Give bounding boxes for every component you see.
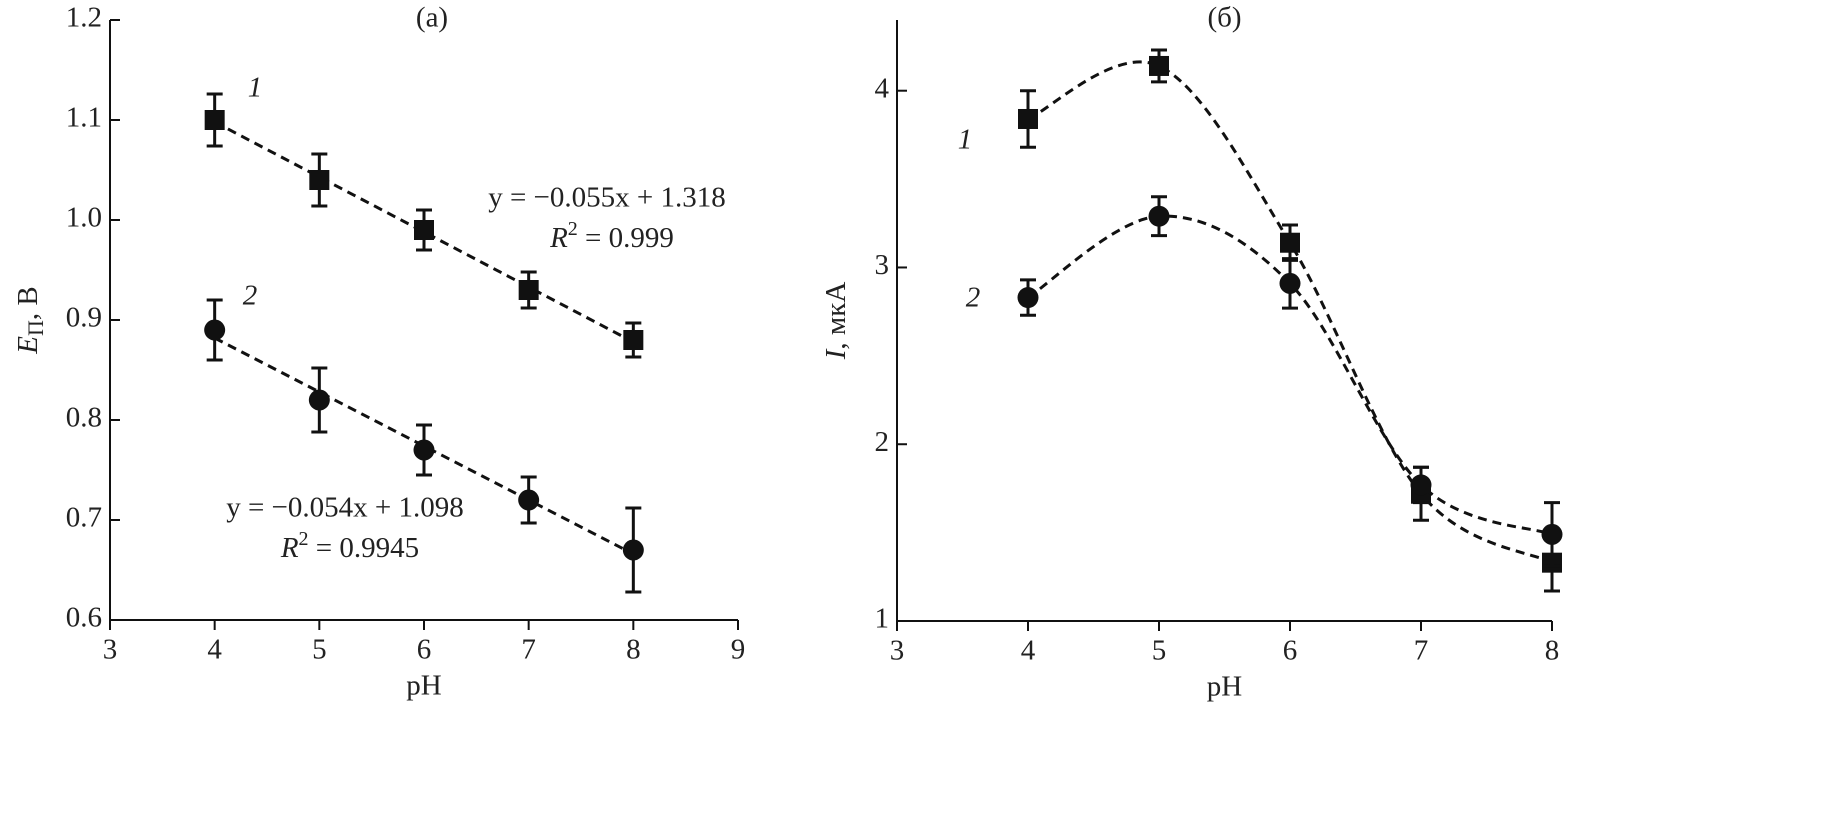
chart-title: (б) (1207, 2, 1241, 34)
x-tick-label: 8 (626, 634, 641, 666)
marker (622, 539, 644, 561)
r2-symbol: R (280, 532, 299, 564)
y-tick-label: 0.7 (66, 502, 102, 534)
y-tick-label: 2 (875, 426, 890, 458)
marker (309, 170, 330, 190)
x-tick-label: 6 (417, 634, 432, 666)
curve (1027, 60, 1553, 565)
y-axis-label: EП, В (12, 286, 48, 354)
x-tick-label: 5 (312, 634, 327, 666)
y-label-subscript: П (23, 320, 48, 336)
r2-exponent: 2 (568, 218, 578, 240)
marker (1541, 523, 1563, 545)
r2-text: = 0.999 (578, 222, 674, 254)
y-label-unit: , мкА (820, 282, 852, 350)
x-tick-label: 3 (890, 635, 905, 667)
marker (1148, 205, 1170, 227)
marker (204, 110, 225, 130)
x-tick-label: 8 (1545, 635, 1560, 667)
y-tick-label: 0.6 (66, 602, 102, 634)
x-tick-label: 5 (1152, 635, 1167, 667)
fit-line (213, 336, 635, 556)
marker (1410, 474, 1432, 496)
marker (413, 439, 435, 461)
equation: y = −0.054x + 1.098 (226, 492, 464, 524)
marker (1280, 232, 1300, 253)
marker (1149, 55, 1169, 76)
y-tick-label: 4 (875, 72, 890, 104)
y-tick-label: 3 (875, 249, 890, 281)
series-label: 2 (243, 280, 258, 312)
x-axis-label: pH (1207, 671, 1243, 703)
series-label: 1 (958, 124, 973, 156)
x-tick-label: 3 (103, 634, 118, 666)
y-tick-label: 1.1 (66, 102, 102, 134)
fit-line (213, 120, 635, 344)
x-tick-label: 4 (1021, 635, 1036, 667)
x-tick-label: 7 (521, 634, 536, 666)
y-tick-label: 1 (875, 603, 890, 635)
r2-symbol: R (549, 222, 568, 254)
y-tick-label: 0.8 (66, 402, 102, 434)
marker (623, 330, 644, 350)
marker (1279, 272, 1301, 294)
y-label-symbol: I (820, 348, 852, 360)
series-label: 2 (966, 282, 981, 314)
marker (1017, 287, 1039, 309)
x-tick-label: 7 (1414, 635, 1429, 667)
marker (414, 220, 434, 240)
marker (308, 389, 330, 411)
r-squared: R2 = 0.9945 (280, 528, 419, 564)
r2-exponent: 2 (299, 528, 309, 550)
y-label-symbol: E (12, 336, 44, 355)
y-tick-label: 0.9 (66, 302, 102, 334)
y-label-unit: , В (12, 286, 44, 320)
series-label: 1 (248, 72, 263, 104)
marker (518, 489, 540, 511)
x-axis-label: pH (406, 670, 442, 702)
marker (518, 280, 539, 300)
y-tick-label: 1.2 (66, 2, 102, 34)
x-tick-label: 6 (1283, 635, 1298, 667)
chart-title: (a) (416, 2, 448, 34)
y-tick-label: 1.0 (66, 202, 102, 234)
marker (1018, 108, 1038, 129)
r2-text: = 0.9945 (309, 532, 420, 564)
r-squared: R2 = 0.999 (549, 218, 674, 254)
marker (204, 319, 226, 341)
equation: y = −0.055x + 1.318 (488, 182, 726, 214)
x-tick-label: 4 (207, 634, 222, 666)
x-tick-label: 9 (731, 634, 746, 666)
y-axis-label: I, мкА (820, 282, 852, 361)
